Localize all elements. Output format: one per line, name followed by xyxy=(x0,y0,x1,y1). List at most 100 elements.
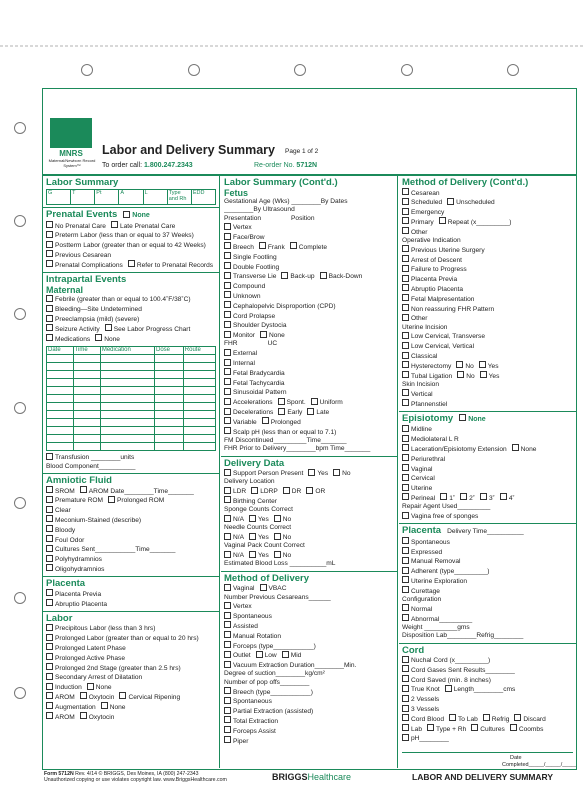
checkbox xyxy=(402,434,409,442)
checkbox-item: Cervical Ripening xyxy=(119,692,180,701)
checkbox xyxy=(108,495,115,503)
item-label: Sinusoidal Pattern xyxy=(233,389,287,397)
form-line: Prolonged 2nd Stage (greater than 2.5 hr… xyxy=(46,663,216,673)
checkbox xyxy=(402,197,409,205)
checkbox xyxy=(79,712,87,719)
checkbox xyxy=(402,655,409,663)
table-cell xyxy=(154,361,184,371)
section: Labor Precipitous Labor (less than 3 hrs)… xyxy=(43,612,219,768)
checkbox xyxy=(249,514,256,522)
section-title: Delivery Data xyxy=(224,458,394,469)
item-label: LDRP xyxy=(260,488,278,496)
form-line: Fetal Tachycardia xyxy=(224,378,394,388)
checkbox-item: Oxytocin xyxy=(79,692,114,701)
item-label: Late Prenatal Care xyxy=(119,222,176,230)
field-label: Skin Incision xyxy=(402,380,440,388)
checkbox-item: Back-up xyxy=(281,271,315,280)
checkbox xyxy=(46,653,53,661)
form-line: N/A Yes No xyxy=(224,514,394,525)
table-cell xyxy=(182,401,217,411)
date-label: Date xyxy=(510,754,522,761)
table-row xyxy=(46,369,217,379)
checkbox xyxy=(224,486,231,494)
item-label: External xyxy=(233,350,258,358)
table-cell xyxy=(182,417,217,427)
section-title: Placenta xyxy=(46,578,216,589)
form-no: Form 5712N xyxy=(44,771,74,777)
checkbox xyxy=(402,227,409,235)
form-line: Gestational Age (Wks) ________By Dates xyxy=(224,198,394,206)
checkbox-item: Partial Extraction (assisted) xyxy=(224,706,313,715)
form-sheet xyxy=(42,88,577,770)
brand2: Healthcare xyxy=(307,772,352,782)
checkbox-item: Clear xyxy=(46,505,71,514)
form-line: Normal xyxy=(402,604,573,614)
table-cell xyxy=(99,441,156,451)
completed-label: Completed_____/_____/_____ xyxy=(502,761,576,768)
form-line: Monitor None xyxy=(224,330,394,341)
checkbox xyxy=(402,576,409,584)
checkbox-item: None xyxy=(100,702,125,711)
item-label: Perineal xyxy=(411,494,436,502)
checkbox-item: Other xyxy=(402,227,428,236)
checkbox xyxy=(46,599,53,607)
form-line: Seizure Activity See Labor Progress Chart xyxy=(46,324,216,334)
field-label: Disposition Lab________Refrig________ xyxy=(402,632,524,640)
form-line: AROM Oxytocin Cervical Ripening xyxy=(46,692,216,702)
checkbox xyxy=(224,716,231,724)
item-label: Pfannenstiel xyxy=(411,400,448,408)
item-label: Premature ROM xyxy=(55,497,103,505)
form-line: 3 Vessels xyxy=(402,704,573,715)
checkbox-item: Spont. xyxy=(277,397,306,406)
section: Placenta Placenta Previa Abruptio Placenta xyxy=(43,577,219,612)
item-label: Variable xyxy=(233,418,257,426)
section-title: Labor xyxy=(46,613,216,624)
item-label: Postterm Labor (greater than or equal to… xyxy=(55,242,206,250)
checkbox xyxy=(224,706,231,714)
field-label: Estimated Blood Loss __________mL xyxy=(224,560,336,568)
checkbox-item: Support Person Present xyxy=(224,468,303,477)
form-line: Previous Uterine Surgery xyxy=(402,245,573,255)
form-line: Unknown xyxy=(224,291,394,301)
checkbox-item: Prolonged Labor (greater than or equal t… xyxy=(46,633,199,642)
form-line: ________By Ultrasound xyxy=(224,206,394,214)
form-line: Oligohydramnios xyxy=(46,564,216,574)
hole xyxy=(14,308,26,320)
form-line: Lab Type + Rh Cultures Coombs xyxy=(402,724,573,734)
column: Labor Summary G T Pt A L Type and Rh EDD Prenata… xyxy=(43,176,220,768)
checkbox-item: Abruptio Placenta xyxy=(46,599,107,608)
field-cell: L xyxy=(144,190,168,204)
checkbox xyxy=(224,583,231,591)
table-cell xyxy=(182,353,217,363)
checkbox xyxy=(224,368,231,376)
checkbox xyxy=(46,515,53,523)
checkbox xyxy=(224,291,231,299)
checkbox xyxy=(224,468,231,476)
checkbox-item: None xyxy=(123,210,150,219)
checkbox xyxy=(224,387,231,395)
item-label: Yes xyxy=(258,516,269,523)
form-line: Prolonged Latent Phase xyxy=(46,643,216,653)
section: Method of Delivery Vaginal VBAC Number Prev… xyxy=(221,572,397,768)
table-cell xyxy=(72,393,101,403)
checkbox xyxy=(224,311,231,319)
footer-left: Form 5712N Rev. 4/14 © BRIGGS, Des Moine… xyxy=(44,771,227,783)
checkbox-item: N/A xyxy=(224,514,244,523)
checkbox xyxy=(402,424,409,432)
checkbox xyxy=(402,399,409,407)
form-line: Primary Repeat (x_________) xyxy=(402,217,573,227)
checkbox xyxy=(333,468,341,476)
form-line: Scheduled Unscheduled xyxy=(402,197,573,208)
checkbox xyxy=(224,621,231,629)
checkbox-item: Vaginal xyxy=(224,583,255,592)
checkbox xyxy=(459,414,467,422)
item-label: Vagina free of sponges xyxy=(411,513,479,520)
checkbox-item: Previous Uterine Surgery xyxy=(402,245,485,254)
form-line: Abnormal_________ xyxy=(402,614,573,624)
checkbox xyxy=(402,351,409,359)
form-line: Periurethral xyxy=(402,454,573,464)
checkbox-item: Curettage xyxy=(402,586,440,595)
item-label: Double Footling xyxy=(233,263,280,271)
section-title: Prenatal Events None xyxy=(46,209,216,221)
item-label: Piper xyxy=(233,737,249,745)
